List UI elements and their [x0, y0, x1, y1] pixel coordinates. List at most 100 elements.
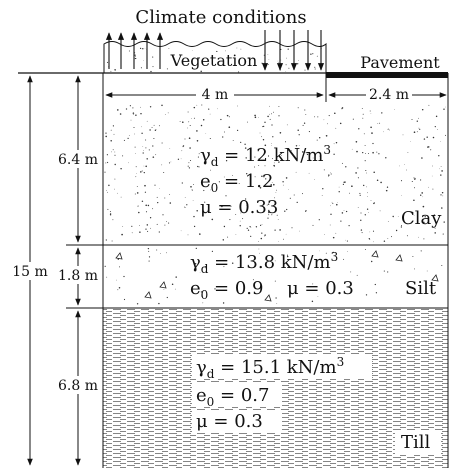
- speckle-dot: [360, 212, 361, 213]
- speckle-dot: [152, 127, 153, 128]
- speckle-dot: [334, 113, 336, 115]
- speckle-dot: [380, 182, 382, 184]
- speckle-dot: [353, 119, 354, 120]
- speckle-dot: [336, 204, 338, 206]
- speckle-dot: [361, 229, 362, 230]
- speckle-dot: [330, 205, 331, 206]
- speckle-dot: [362, 232, 363, 233]
- speckle-dot: [362, 118, 363, 119]
- till-depth-label: 6.8 m: [58, 378, 98, 394]
- speckle-dot: [124, 140, 125, 141]
- speckle-dot: [199, 233, 201, 235]
- speckle-dot: [166, 221, 167, 222]
- speckle-dot: [157, 202, 158, 203]
- speckle-dot: [319, 219, 320, 220]
- speckle-dot: [372, 152, 374, 154]
- speckle-dot: [367, 209, 368, 210]
- speckle-dot: [305, 211, 306, 212]
- speckle-dot: [237, 106, 238, 107]
- speckle-dot: [107, 62, 108, 63]
- speckle-dot: [186, 204, 187, 205]
- speckle-dot: [106, 239, 107, 240]
- speckle-dot: [152, 145, 153, 146]
- speckle-dot: [110, 71, 111, 72]
- speckle-dot: [140, 107, 141, 108]
- speckle-dot: [357, 167, 358, 168]
- speckle-dot: [110, 213, 111, 214]
- speckle-dot: [302, 193, 303, 194]
- speckle-dot: [327, 123, 328, 124]
- speckle-dot: [237, 130, 238, 131]
- speckle-dot: [162, 214, 163, 215]
- speckle-dot: [188, 235, 189, 236]
- speckle-dot: [106, 190, 107, 191]
- speckle-dot: [336, 142, 337, 143]
- speckle-dot: [269, 114, 270, 115]
- speckle-dot: [275, 281, 276, 282]
- speckle-dot: [398, 216, 399, 217]
- speckle-dot: [135, 176, 136, 177]
- speckle-dot: [140, 113, 141, 114]
- speckle-dot: [364, 133, 365, 134]
- speckle-dot: [332, 203, 333, 204]
- speckle-dot: [201, 104, 202, 105]
- speckle-dot: [224, 226, 225, 227]
- clay-poisson-ratio: μ = 0.33: [200, 197, 278, 218]
- speckle-dot: [151, 127, 152, 128]
- speckle-dot: [387, 187, 388, 188]
- speckle-dot: [444, 221, 445, 222]
- speckle-dot: [355, 172, 357, 174]
- speckle-dot: [198, 157, 199, 158]
- speckle-dot: [373, 172, 375, 174]
- speckle-dot: [304, 123, 305, 124]
- speckle-dot: [419, 129, 420, 130]
- speckle-dot: [343, 184, 344, 185]
- speckle-dot: [249, 226, 250, 227]
- speckle-dot: [191, 118, 192, 119]
- speckle-dot: [133, 114, 134, 115]
- speckle-dot: [350, 271, 351, 272]
- speckle-dot: [418, 118, 419, 119]
- speckle-dot: [169, 148, 170, 149]
- speckle-dot: [241, 49, 242, 50]
- speckle-dot: [117, 193, 118, 194]
- speckle-dot: [139, 231, 141, 233]
- speckle-dot: [371, 261, 372, 262]
- speckle-dot: [342, 163, 343, 164]
- speckle-dot: [285, 141, 286, 142]
- speckle-dot: [388, 129, 389, 130]
- speckle-dot: [347, 241, 348, 242]
- speckle-dot: [370, 111, 371, 112]
- clay-depth-label: 6.4 m: [58, 152, 98, 168]
- speckle-dot: [337, 202, 338, 203]
- speckle-dot: [443, 108, 444, 109]
- speckle-dot: [144, 172, 145, 173]
- speckle-dot: [381, 112, 382, 113]
- speckle-dot: [422, 109, 423, 110]
- speckle-dot: [119, 266, 120, 267]
- speckle-dot: [105, 132, 106, 133]
- speckle-dot: [349, 225, 350, 226]
- speckle-dot: [278, 61, 279, 62]
- speckle-dot: [197, 140, 199, 142]
- speckle-dot: [238, 71, 239, 72]
- speckle-dot: [286, 209, 287, 210]
- speckle-dot: [137, 303, 138, 304]
- speckle-dot: [200, 71, 201, 72]
- speckle-dot: [268, 54, 269, 55]
- speckle-dot: [358, 207, 359, 208]
- speckle-dot: [223, 302, 224, 303]
- speckle-dot: [171, 162, 172, 163]
- speckle-dot: [299, 134, 300, 135]
- speckle-dot: [140, 171, 142, 173]
- speckle-dot: [113, 125, 114, 126]
- speckle-dot: [144, 166, 145, 167]
- speckle-dot: [168, 113, 169, 114]
- speckle-dot: [247, 228, 248, 229]
- speckle-dot: [434, 232, 436, 234]
- speckle-dot: [135, 56, 136, 57]
- speckle-dot: [251, 227, 252, 228]
- speckle-dot: [135, 58, 136, 59]
- speckle-dot: [210, 138, 211, 139]
- speckle-dot: [414, 178, 415, 179]
